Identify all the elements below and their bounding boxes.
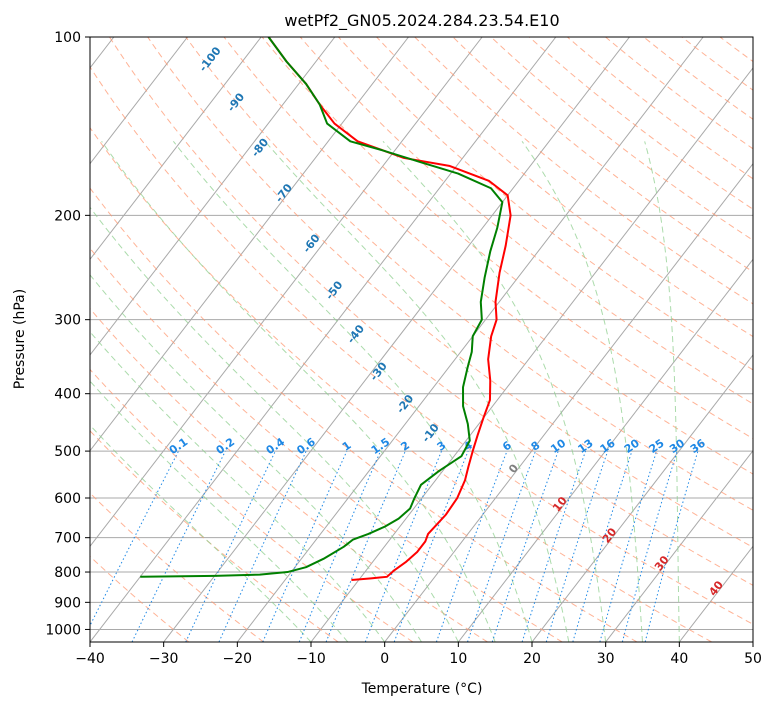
mixing-ratio-line bbox=[467, 450, 536, 642]
dry-adiabat-line bbox=[567, 37, 753, 180]
mixing-ratio-line bbox=[185, 450, 276, 642]
y-tick-label: 900 bbox=[54, 595, 81, 611]
y-axis-title: Pressure (hPa) bbox=[12, 289, 28, 389]
isotherm-line bbox=[236, 37, 704, 642]
moist-adiabat-line bbox=[90, 274, 422, 642]
isotherm-line bbox=[90, 37, 336, 356]
moist-adiabat-lines bbox=[90, 140, 680, 642]
dewpoint-profile-line bbox=[140, 37, 504, 578]
y-tick-label: 300 bbox=[54, 313, 81, 329]
y-tick-label: 1000 bbox=[45, 622, 81, 638]
chart-title: wetPf2_GN05.2024.284.23.54.E10 bbox=[284, 11, 559, 31]
pressure-gridlines bbox=[90, 37, 753, 630]
y-tick-label: 800 bbox=[54, 565, 81, 581]
x-tick-label: 20 bbox=[523, 651, 541, 667]
mixing-ratio-line bbox=[491, 450, 559, 642]
x-tick-label: 30 bbox=[597, 651, 615, 667]
isotherm-line bbox=[90, 37, 409, 452]
y-tick-label: 200 bbox=[54, 208, 81, 224]
isotherm-line bbox=[457, 258, 753, 642]
isotherm-line bbox=[384, 162, 753, 642]
mixing-ratio-line bbox=[599, 450, 658, 642]
x-axis-ticks: −40 −30 −20 −10 0 10 20 30 40 50 bbox=[75, 642, 762, 667]
mixing-ratio-line bbox=[572, 450, 633, 642]
dry-adiabat-line bbox=[299, 37, 753, 405]
moist-adiabat-line bbox=[90, 380, 349, 642]
mixing-ratio-line bbox=[545, 450, 609, 642]
moist-adiabat-line bbox=[172, 141, 533, 642]
x-tick-label: −10 bbox=[296, 651, 326, 667]
moist-adiabat-line bbox=[521, 141, 643, 642]
isotherm-line bbox=[90, 37, 188, 165]
moist-adiabat-line bbox=[90, 206, 459, 642]
x-tick-label: −30 bbox=[149, 651, 179, 667]
dry-adiabat-line bbox=[223, 37, 753, 475]
x-tick-label: 40 bbox=[670, 651, 688, 667]
moist-adiabat-line bbox=[382, 140, 607, 642]
moist-adiabat-line bbox=[101, 141, 496, 642]
dry-adiabat-line bbox=[90, 187, 638, 642]
moist-adiabat-line bbox=[644, 141, 680, 642]
mixing-ratio-lines bbox=[90, 450, 699, 642]
y-tick-label: 500 bbox=[54, 444, 81, 460]
x-tick-label: 10 bbox=[449, 651, 467, 667]
dry-adiabat-line bbox=[90, 247, 563, 642]
dry-adiabat-line bbox=[490, 37, 753, 241]
dry-adiabat-line bbox=[528, 37, 753, 210]
x-tick-label: 50 bbox=[744, 651, 762, 667]
isotherm-line bbox=[90, 37, 262, 261]
mixing-ratio-line bbox=[262, 450, 348, 642]
isotherm-lines bbox=[90, 37, 753, 642]
y-tick-label: 100 bbox=[54, 30, 81, 46]
mixing-ratio-line bbox=[298, 450, 381, 642]
dry-adiabat-line bbox=[452, 37, 753, 273]
mixing-ratio-line bbox=[218, 450, 307, 642]
isotherm-line bbox=[163, 37, 630, 642]
y-tick-label: 600 bbox=[54, 491, 81, 507]
moist-adiabat-line bbox=[264, 140, 570, 642]
moist-adiabat-line bbox=[90, 424, 312, 642]
x-tick-label: −40 bbox=[75, 651, 105, 667]
y-tick-label: 400 bbox=[54, 387, 81, 403]
mixing-ratio-line bbox=[325, 450, 406, 642]
isotherm-line bbox=[605, 449, 753, 642]
y-axis-ticks: 100 200 300 400 500 600 700 800 900 1000 bbox=[45, 30, 90, 638]
x-axis-title: Temperature (°C) bbox=[361, 681, 483, 697]
dry-adiabat-line bbox=[90, 126, 712, 642]
isotherm-line bbox=[531, 354, 753, 642]
plot-frame bbox=[89, 36, 754, 643]
sounding-profiles bbox=[140, 37, 512, 581]
moist-adiabat-line bbox=[90, 331, 386, 642]
mixing-ratio-line bbox=[131, 450, 226, 642]
dry-adiabat-line bbox=[109, 37, 753, 586]
mixing-ratio-line bbox=[435, 450, 508, 642]
dry-adiabat-line bbox=[147, 37, 753, 548]
x-tick-label: −20 bbox=[223, 651, 253, 667]
dry-adiabat-line bbox=[90, 66, 753, 625]
mixing-ratio-line bbox=[521, 450, 587, 642]
mixing-ratio-line bbox=[644, 450, 699, 642]
dry-adiabat-line bbox=[90, 368, 414, 642]
mixing-ratio-line bbox=[621, 450, 678, 642]
isotherm-line bbox=[90, 37, 483, 548]
isotherm-line bbox=[90, 37, 557, 642]
y-tick-label: 700 bbox=[54, 531, 81, 547]
x-tick-label: 0 bbox=[380, 651, 389, 667]
dry-adiabat-line bbox=[338, 37, 753, 371]
